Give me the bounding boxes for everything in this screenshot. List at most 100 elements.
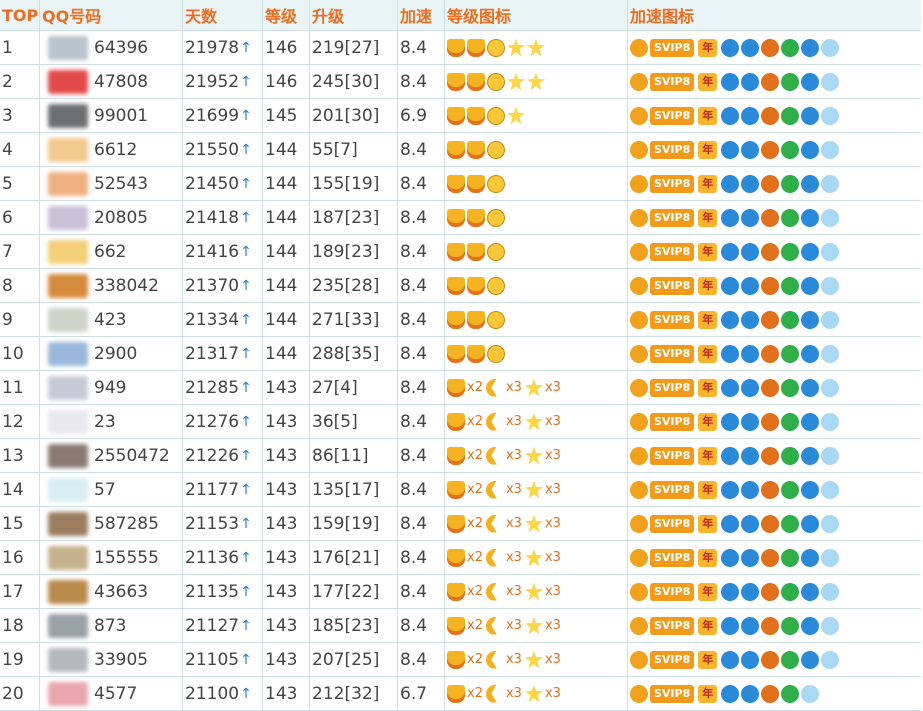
row: 13 2550472 21226 ↑ 143 86[11] 8.4 x2 x3 x3 SVIP8 年 (0, 439, 921, 473)
speed-icon (781, 140, 800, 159)
upgrade: 185[23] (310, 609, 398, 642)
icon-count: x3 (544, 550, 561, 565)
rank: 16 (0, 541, 40, 574)
up-arrow: ↑ (240, 345, 252, 362)
upgrade: 207[25] (310, 643, 398, 676)
speed-icon (721, 276, 740, 295)
penguin-icon (630, 310, 648, 329)
penguin-icon (630, 684, 648, 703)
svip-badge: SVIP8 (650, 72, 695, 91)
level-icons: x2 x3 x3 (445, 677, 628, 710)
year-badge: 年 (698, 242, 718, 261)
speed-icon (741, 480, 760, 499)
days: 21416 (185, 241, 240, 262)
level-icons: x2 x3 x3 (445, 405, 628, 438)
penguin-icon (630, 174, 648, 193)
days: 21105 (185, 649, 240, 670)
speed-icon (761, 344, 780, 363)
icon-count: x2 (467, 618, 483, 633)
speed-icons: SVIP8 年 (628, 677, 921, 710)
speed-icon (781, 548, 800, 567)
rank: 5 (0, 167, 40, 200)
level-icon (447, 72, 465, 91)
penguin-icon (630, 242, 648, 261)
upgrade: 187[23] (310, 201, 398, 234)
rank: 17 (0, 575, 40, 608)
level-icon (485, 650, 497, 669)
speed-icon (801, 310, 820, 329)
speed-icon (781, 582, 800, 601)
avatar (48, 239, 88, 264)
upgrade: 288[35] (310, 337, 398, 370)
svip-badge: SVIP8 (650, 412, 695, 431)
icon-count: x3 (505, 584, 522, 599)
days-cell: 21952 ↑ (183, 65, 263, 98)
speed-icon (821, 378, 840, 397)
days-cell: 21550 ↑ (183, 133, 263, 166)
avatar (48, 443, 88, 468)
speed-icon (761, 412, 780, 431)
level: 144 (263, 201, 310, 234)
qq-cell: 23 (40, 405, 183, 438)
days: 21317 (185, 343, 240, 364)
speed-icon (761, 582, 780, 601)
icon-count: x3 (544, 516, 561, 531)
year-badge: 年 (698, 208, 718, 227)
speed-icon (801, 616, 820, 635)
level-icon (485, 582, 497, 601)
qq-cell: 949 (40, 371, 183, 404)
year-badge: 年 (698, 38, 718, 57)
row: 10 2900 21317 ↑ 144 288[35] 8.4 SVIP8 年 (0, 337, 921, 371)
speed: 8.4 (398, 405, 445, 438)
speed: 8.4 (398, 507, 445, 540)
upgrade: 159[19] (310, 507, 398, 540)
days-cell: 21317 ↑ (183, 337, 263, 370)
level-icon (447, 106, 465, 125)
qq: 20805 (94, 207, 149, 228)
header-cell: 加速图标 (630, 7, 695, 26)
up-arrow: ↑ (240, 617, 252, 634)
speed-icon (781, 174, 800, 193)
qq-cell: 52543 (40, 167, 183, 200)
speed-icon (761, 72, 780, 91)
up-arrow: ↑ (240, 107, 252, 124)
speed-icon (721, 616, 740, 635)
icon-count: x3 (544, 414, 561, 429)
level: 143 (263, 575, 310, 608)
upgrade: 271[33] (310, 303, 398, 336)
speed-icon (781, 616, 800, 635)
speed: 6.9 (398, 99, 445, 132)
days: 21699 (185, 105, 240, 126)
level-icons (445, 303, 628, 336)
avatar (48, 69, 88, 94)
rank: 15 (0, 507, 40, 540)
level: 143 (263, 507, 310, 540)
speed-icon (801, 140, 820, 159)
icon-count: x3 (544, 482, 561, 497)
speed-icon (741, 106, 760, 125)
icon-count: x3 (544, 448, 561, 463)
qq: 4577 (94, 683, 138, 704)
upgrade: 219[27] (310, 31, 398, 64)
speed: 8.4 (398, 235, 445, 268)
up-arrow: ↑ (240, 243, 252, 260)
speed-icons: SVIP8 年 (628, 201, 921, 234)
speed-icon (761, 208, 780, 227)
speed: 8.4 (398, 167, 445, 200)
svip-badge: SVIP8 (650, 38, 695, 57)
speed-icons: SVIP8 年 (628, 643, 921, 676)
upgrade: 235[28] (310, 269, 398, 302)
speed-icon (721, 174, 740, 193)
speed-icon (721, 242, 740, 261)
level-icon (447, 276, 465, 295)
days: 21285 (185, 377, 240, 398)
penguin-icon (630, 582, 648, 601)
speed: 8.4 (398, 31, 445, 64)
speed-icons: SVIP8 年 (628, 133, 921, 166)
speed-icon (781, 684, 800, 703)
qq: 662 (94, 241, 127, 262)
speed-icon (821, 650, 840, 669)
level-icon (447, 480, 465, 499)
level: 144 (263, 269, 310, 302)
speed-icon (821, 548, 840, 567)
